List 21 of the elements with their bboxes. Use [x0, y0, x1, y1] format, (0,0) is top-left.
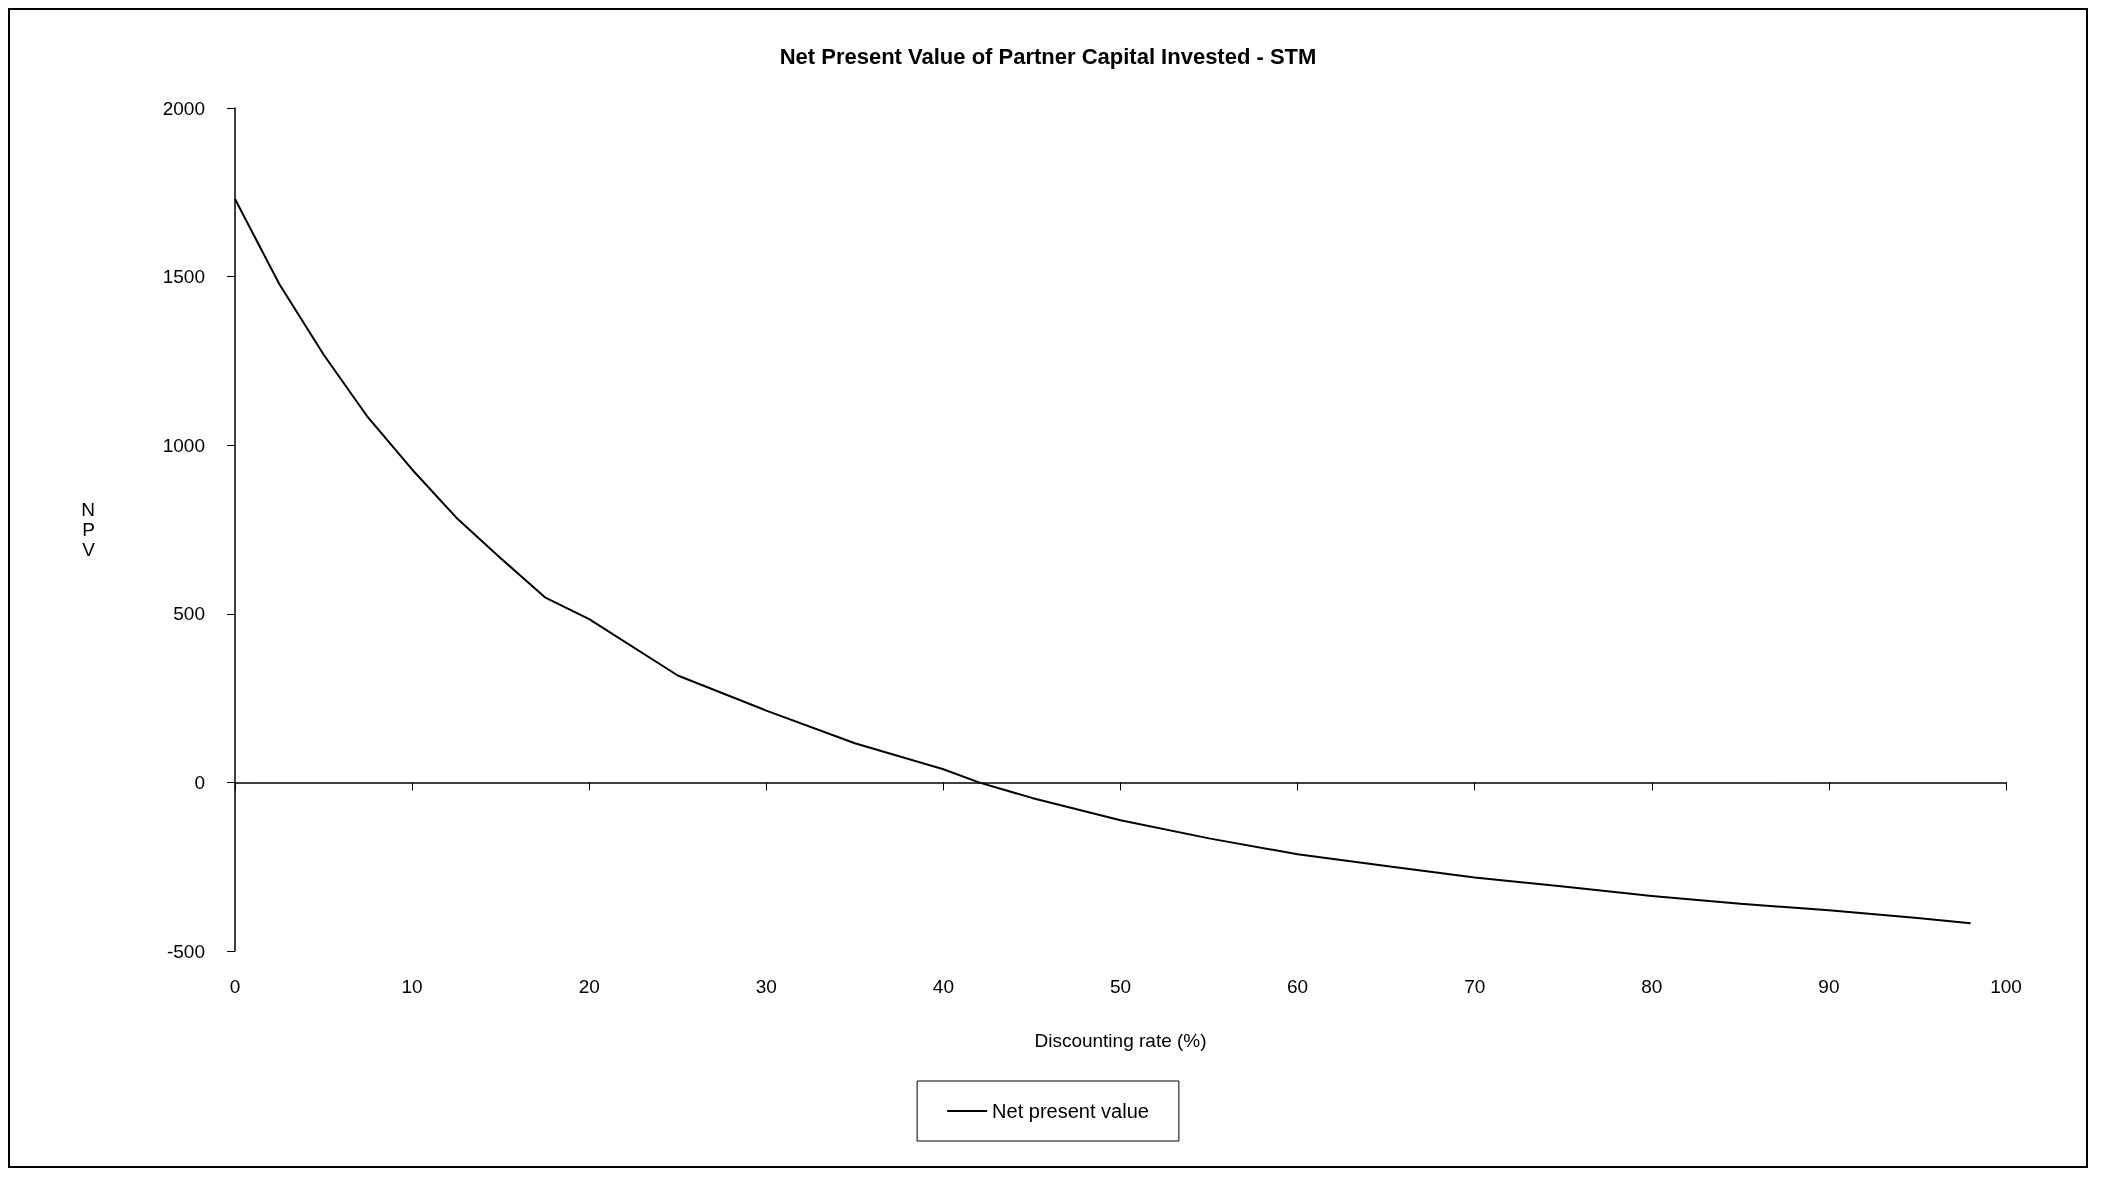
x-tick-label: 10: [401, 976, 423, 997]
y-tick-label: 500: [173, 603, 205, 625]
y-tick-label: 1000: [162, 434, 205, 456]
y-tick-label: 2000: [162, 97, 205, 119]
x-tick-label: 30: [755, 976, 777, 997]
x-tick-label: 0: [229, 976, 241, 997]
x-tick-label: 70: [1464, 976, 1486, 997]
chart-title: Net Present Value of Partner Capital Invested - STM: [779, 43, 1317, 69]
x-tick-label: 90: [1818, 976, 1840, 997]
y-tick-label: 0: [194, 771, 205, 793]
x-tick-label: 60: [1287, 976, 1309, 997]
x-tick-label: 80: [1641, 976, 1663, 997]
y-axis-title: NPV: [81, 499, 96, 560]
y-tick-label: 1500: [162, 266, 205, 288]
legend-label: Net present value: [992, 1100, 1149, 1122]
x-tick-label: 100: [1990, 976, 2022, 997]
y-tick-label: -500: [166, 940, 205, 962]
x-axis-title: Discounting rate (%): [1034, 1030, 1207, 1051]
x-tick-label: 40: [932, 976, 954, 997]
x-tick-label: 50: [1109, 976, 1132, 997]
x-tick-label: 20: [578, 976, 600, 997]
